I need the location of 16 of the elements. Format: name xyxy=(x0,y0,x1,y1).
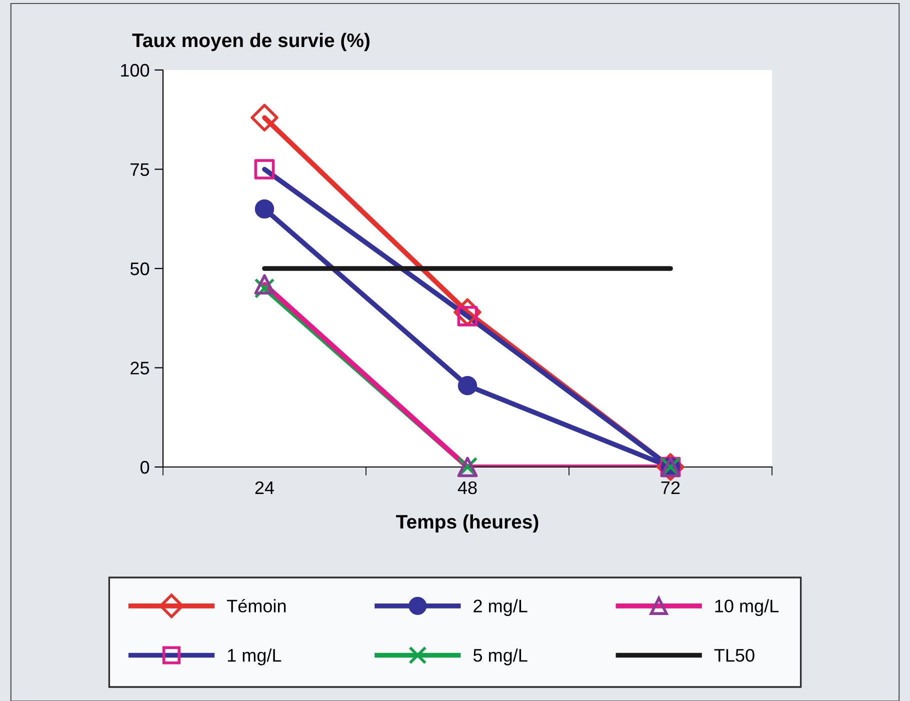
y-tick-label: 100 xyxy=(121,64,150,77)
y-tick-label: 0 xyxy=(140,460,150,474)
x-tick-label: 72 xyxy=(661,481,680,494)
legend-label: 10 mg/L xyxy=(715,599,779,616)
y-tick-label: 75 xyxy=(130,163,150,176)
legend-label: 1 mg/L xyxy=(228,648,282,666)
x-tick-label: 24 xyxy=(255,481,274,494)
legend-label: TL50 xyxy=(714,648,754,662)
x-axis-title: Temps (heures) xyxy=(396,514,538,533)
y-tick-label: 50 xyxy=(130,262,150,276)
legend-label: 5 mg/L xyxy=(473,648,528,666)
y-tick-label: 25 xyxy=(130,362,150,374)
legend-label: Témoin xyxy=(226,598,286,612)
legend-label: 2 mg/L xyxy=(474,599,528,616)
x-tick-label: 48 xyxy=(458,481,477,494)
y-axis-title: Taux moyen de survie (%) xyxy=(132,32,370,52)
